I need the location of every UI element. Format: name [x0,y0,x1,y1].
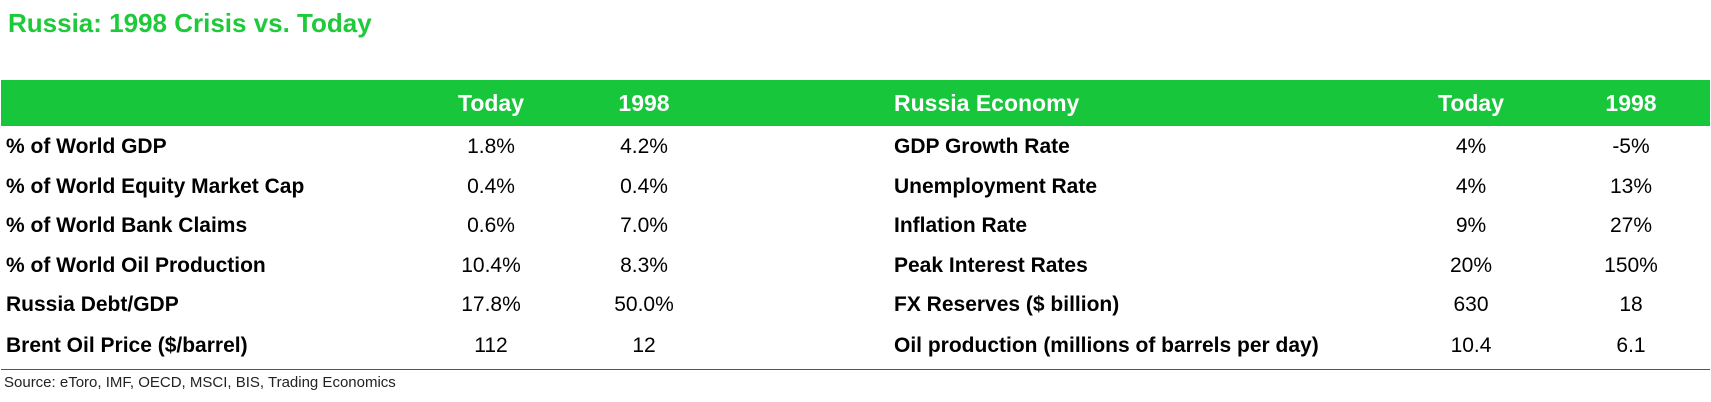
right-row-4-label: Peak Interest Rates [894,254,1088,277]
left-row-3-1998: 7.0% [620,214,668,237]
right-row-1-today: 4% [1455,135,1487,158]
left-row-2-label: % of World Equity Market Cap [6,175,305,198]
right-row-1-label: GDP Growth Rate [894,135,1070,158]
left-row-4-label: % of World Oil Production [6,254,266,277]
source-note: Source: eToro, IMF, OECD, MSCI, BIS, Tra… [4,374,396,391]
left-row-1-1998: 4.2% [620,135,668,158]
right-row-2-label: Unemployment Rate [894,175,1098,198]
left-header-1998: 1998 [618,90,670,116]
left-row-4-today: 10.4% [461,254,521,277]
right-row-4-today: 20% [1449,254,1493,277]
right-row-2-today: 4% [1455,175,1487,198]
left-row-2-1998: 0.4% [620,175,668,198]
left-row-2-today: 0.4% [467,175,515,198]
right-row-6-1998: 6.1 [1616,334,1646,357]
left-row-6-today: 112 [474,334,508,357]
right-row-3-today: 9% [1455,214,1487,237]
left-row-3-label: % of World Bank Claims [6,214,248,237]
left-row-6-1998: 12 [632,334,656,357]
right-header-1998: 1998 [1605,90,1657,116]
right-header-today: Today [1437,90,1505,116]
right-row-3-1998: 27% [1609,214,1653,237]
chart-title: Russia: 1998 Crisis vs. Today [8,8,372,38]
right-row-3-label: Inflation Rate [894,214,1028,237]
left-row-5-today: 17.8% [461,293,521,316]
left-row-5-1998: 50.0% [614,293,674,316]
right-row-6-label: Oil production (millions of barrels per … [894,334,1319,357]
left-row-6-label: Brent Oil Price ($/barrel) [6,334,248,357]
right-row-6-today: 10.4 [1450,334,1492,357]
right-row-4-1998: 150% [1604,254,1658,277]
left-row-1-label: % of World GDP [6,135,167,158]
right-header-label: Russia Economy [894,90,1080,116]
left-row-1-today: 1.8% [467,135,515,158]
right-row-5-1998: 18 [1619,293,1643,316]
left-header-today: Today [457,90,525,116]
table-header-bar [1,80,1710,126]
right-row-5-label: FX Reserves ($ billion) [894,293,1120,316]
bottom-rule [1,369,1710,370]
right-row-2-1998: 13% [1609,175,1653,198]
left-row-5-label: Russia Debt/GDP [6,293,179,316]
right-row-1-1998: -5% [1612,135,1650,158]
left-row-3-today: 0.6% [467,214,515,237]
left-row-4-1998: 8.3% [620,254,668,277]
right-row-5-today: 630 [1453,293,1489,316]
